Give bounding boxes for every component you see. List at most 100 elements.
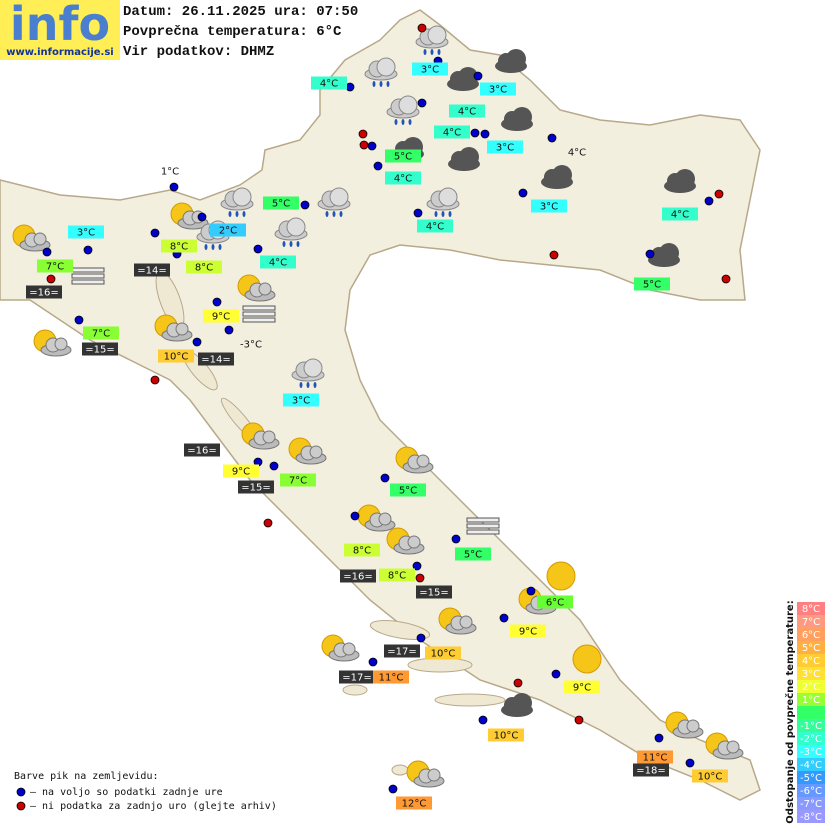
station-label: 2°C [219, 226, 237, 237]
label-box [416, 585, 452, 599]
station-label: =14= [137, 266, 166, 277]
station-label: 3°C [496, 143, 514, 154]
station-dot-missing [714, 189, 724, 199]
station-label: 3°C [421, 65, 439, 76]
station-label: 11°C [643, 753, 668, 764]
weather-icon [33, 329, 72, 357]
station-label: -3°C [240, 340, 262, 351]
station-label: 10°C [698, 772, 723, 783]
scale-label: -6°C [800, 786, 822, 797]
label-box [83, 326, 119, 340]
label-box [373, 670, 409, 684]
weather-icon [501, 693, 533, 717]
station-dot-missing [46, 274, 56, 284]
scale-label: 8°C [802, 604, 820, 615]
station-dot-missing [549, 250, 559, 260]
station-label: 3°C [77, 228, 95, 239]
avg-line: Povprečna temperatura: 6°C [123, 24, 342, 40]
label-box [412, 62, 448, 76]
station-dot-missing [721, 274, 731, 284]
label-box [425, 646, 461, 660]
label-box [134, 263, 170, 277]
legend-dot [16, 801, 26, 811]
station-label: 8°C [388, 571, 406, 582]
station-dot [169, 182, 179, 192]
label-box [455, 547, 491, 561]
station-label: 4°C [458, 107, 476, 118]
scale-swatch [797, 615, 825, 628]
station-label: 7°C [289, 476, 307, 487]
source-line: Vir podatkov: DHMZ [123, 44, 274, 60]
station-dots [42, 23, 731, 794]
label-box [434, 125, 470, 139]
scale-swatch [797, 719, 825, 732]
station-label: 5°C [272, 199, 290, 210]
legend-label: – ni podatka za zadnjo uro (glejte arhiv… [30, 801, 277, 812]
label-box [260, 255, 296, 269]
label-box [396, 796, 432, 810]
label-box [223, 464, 259, 478]
station-dot [704, 196, 714, 206]
station-label: 6°C [546, 598, 564, 609]
legend-dot [16, 787, 26, 797]
scale-swatch [797, 784, 825, 797]
station-dot [150, 228, 160, 238]
label-box [692, 769, 728, 783]
station-dot [253, 244, 263, 254]
scale-swatch [797, 771, 825, 784]
label-box [637, 750, 673, 764]
website: www.informacije.si [6, 47, 114, 58]
station-dot [416, 633, 426, 643]
scale-title: Odstopanje od povprečne temperature: [784, 600, 796, 823]
station-label: 8°C [170, 242, 188, 253]
station-dot [645, 249, 655, 259]
station-label: =17= [342, 673, 371, 684]
station-dot-missing [358, 129, 368, 139]
label-box [37, 259, 73, 273]
legend-title: Barve pik na zemljevidu: [14, 771, 159, 782]
station-label: 4°C [443, 128, 461, 139]
label-box [203, 309, 239, 323]
station-dot-missing [263, 518, 273, 528]
label-box [210, 223, 246, 237]
scale-swatch [797, 706, 825, 719]
station-dot [412, 561, 422, 571]
label-box [263, 196, 299, 210]
station-label: =16= [187, 446, 216, 457]
label-box [340, 569, 376, 583]
station-label: 12°C [402, 799, 427, 810]
weather-icon [495, 49, 527, 73]
station-dot [212, 297, 222, 307]
station-label: 3°C [292, 396, 310, 407]
station-dot [551, 669, 561, 679]
label-box [26, 285, 62, 299]
scale-label: 2°C [802, 682, 820, 693]
label-box [385, 149, 421, 163]
station-dot [413, 208, 423, 218]
scale-swatch [797, 641, 825, 654]
station-label: =18= [636, 766, 665, 777]
label-box [449, 104, 485, 118]
station-label: 9°C [232, 467, 250, 478]
label-box [184, 443, 220, 457]
scale-swatch [797, 732, 825, 745]
station-label: 4°C [320, 79, 338, 90]
label-box [385, 171, 421, 185]
station-dot [518, 188, 528, 198]
label-box [634, 277, 670, 291]
station-label: 4°C [671, 210, 689, 221]
scale-swatch [797, 797, 825, 810]
station-dot-missing [359, 140, 369, 150]
station-dot [478, 715, 488, 725]
label-box [339, 670, 375, 684]
label-box [344, 543, 380, 557]
station-label: 4°C [568, 148, 586, 159]
label-box [186, 260, 222, 274]
station-label: 5°C [464, 550, 482, 561]
station-dot [42, 247, 52, 257]
station-dot-missing [415, 573, 425, 583]
label-box [390, 483, 426, 497]
weather-icon [242, 305, 276, 323]
weather-icon [406, 760, 445, 788]
